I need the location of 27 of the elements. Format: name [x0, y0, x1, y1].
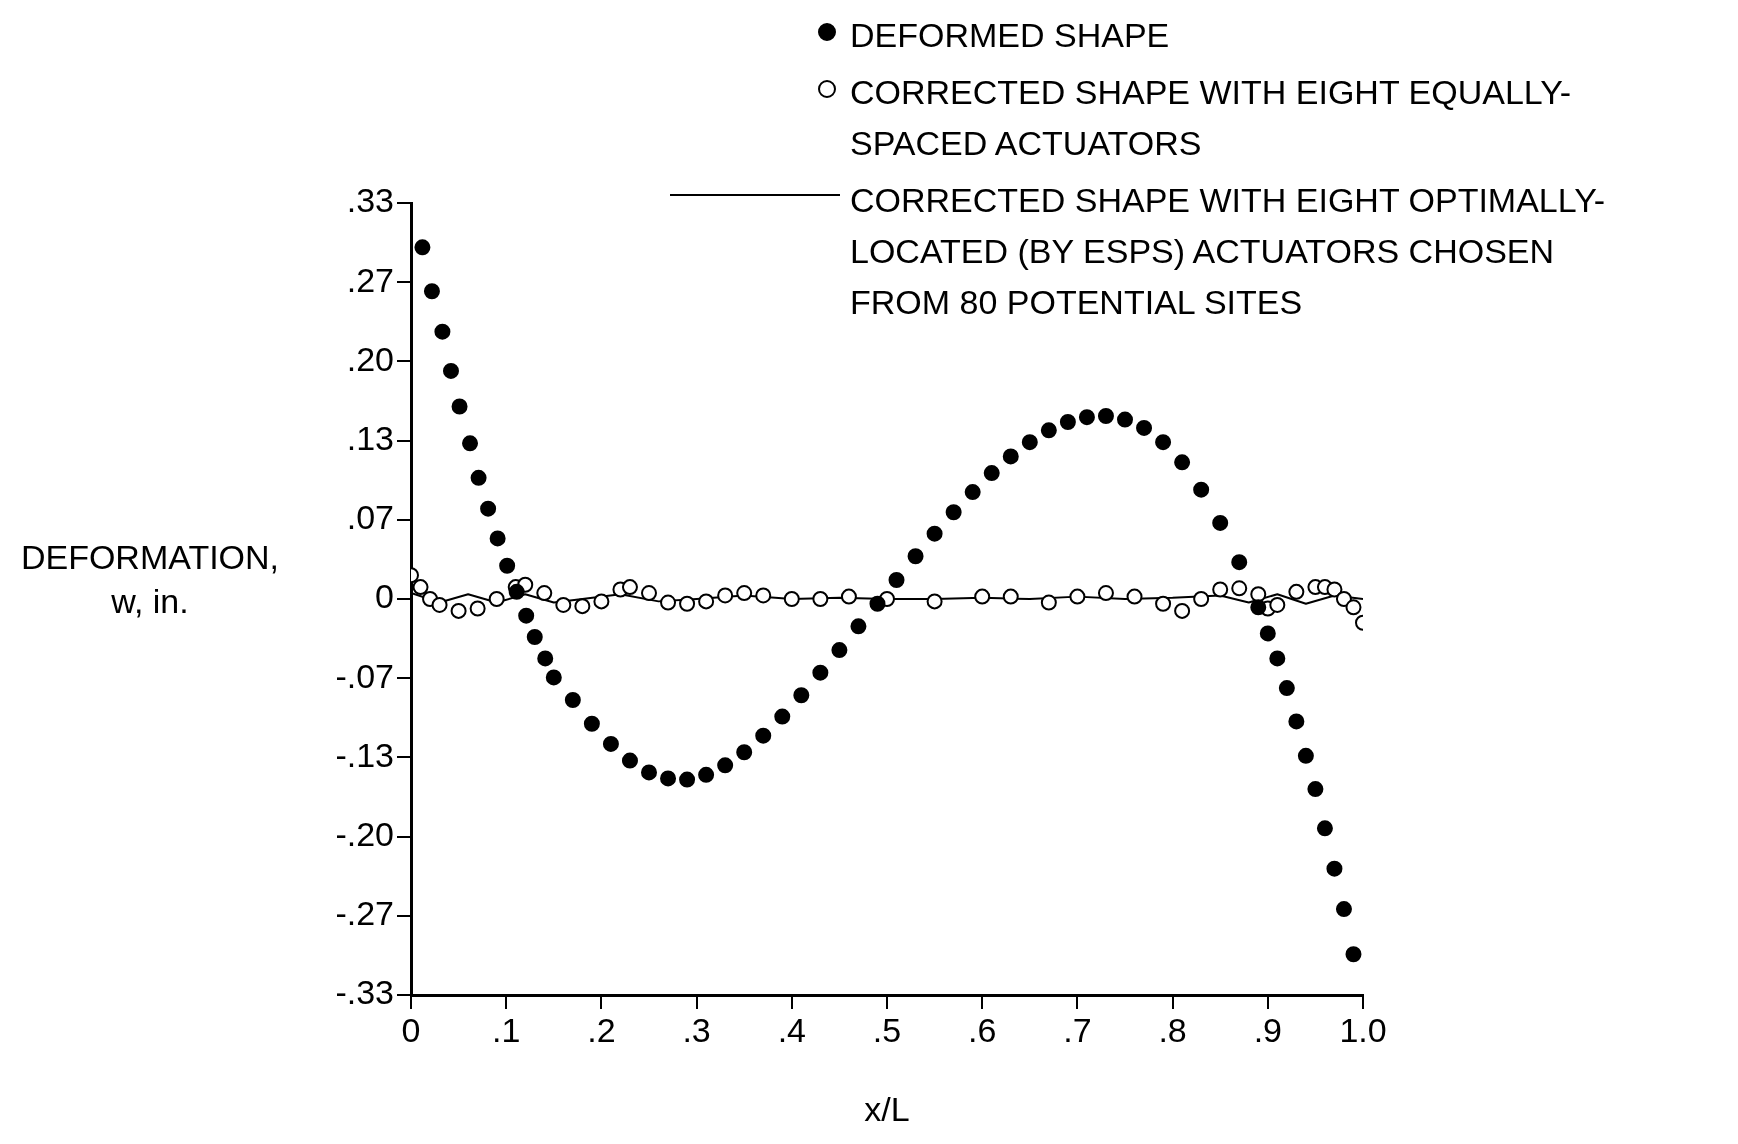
y-tick-label: .20: [346, 339, 394, 378]
y-tick-label: .33: [346, 181, 394, 220]
x-axis-title: x/L: [863, 1090, 911, 1129]
y-tick-label: .13: [346, 419, 394, 457]
x-tick-label: .2: [587, 1010, 616, 1049]
y-axis-title: DEFORMATION, w, in.: [19, 537, 281, 623]
legend-label: DEFORMED SHAPE: [850, 15, 1170, 56]
y-tick-label: -.20: [335, 815, 394, 853]
y-tick-label: 0: [375, 577, 394, 616]
x-tick-label: .3: [682, 1010, 711, 1049]
y-tick-label: .07: [346, 498, 394, 537]
y-tick-label: -.27: [335, 894, 394, 933]
legend-label: CORRECTED SHAPE WITH EIGHT EQUALLY- SPACED ACTUATORS: [850, 72, 1572, 164]
x-tick-label: 1.0: [1339, 1010, 1387, 1049]
y-tick-label: .27: [346, 260, 394, 299]
x-tick-label: .5: [872, 1010, 902, 1049]
x-tick-label: .8: [1158, 1010, 1187, 1049]
x-tick-label: 0: [401, 1010, 421, 1049]
y-tick-label: -.07: [335, 656, 394, 695]
x-tick-label: .7: [1063, 1010, 1092, 1049]
y-tick-label: -.13: [335, 735, 394, 774]
x-tick-label: .4: [777, 1010, 806, 1049]
y-tick-label: -.33: [335, 973, 394, 1012]
x-tick-label: .9: [1253, 1010, 1282, 1049]
legend-label: CORRECTED SHAPE WITH EIGHT OPTIMALLY- LOCATED (BY ESPS) ACTUATORS CHOSEN FROM 80 POTENTIAL SITES: [850, 180, 1606, 323]
x-tick-label: .6: [968, 1010, 997, 1049]
x-tick-label: .1: [492, 1010, 521, 1049]
